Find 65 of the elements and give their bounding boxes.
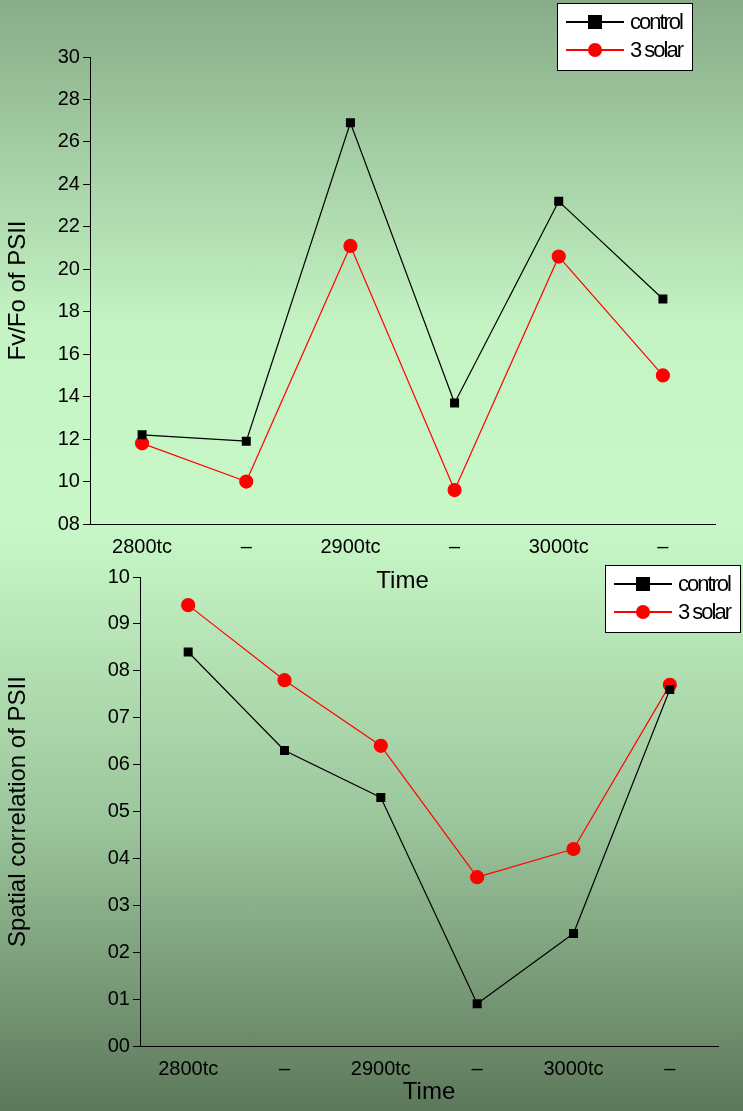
point <box>181 598 196 613</box>
y-tick-label: 24 <box>57 171 80 194</box>
x-tick-label: – <box>471 1056 484 1079</box>
x-tick-label: – <box>278 1056 291 1079</box>
y-tick-label: 26 <box>57 129 80 152</box>
y-tick-label: 30 <box>57 44 80 67</box>
y-tick-label: 10 <box>57 469 80 492</box>
x-tick-label: 2800tc <box>158 1056 219 1079</box>
legend-label: control <box>629 9 682 35</box>
x-tick-label: 2800tc <box>112 534 173 557</box>
legend-label: 3 solar <box>677 599 730 625</box>
y-tick-label: 08 <box>107 658 130 681</box>
legend-label: 3 solar <box>629 37 682 63</box>
x-tick-label: – <box>664 1056 677 1079</box>
y-tick-label: 18 <box>57 299 80 322</box>
point <box>655 368 671 383</box>
x-tick-label: 2900tc <box>350 1056 411 1079</box>
x-tick-label: – <box>240 534 253 557</box>
point <box>447 482 462 498</box>
x-axis-title: Time <box>376 566 429 594</box>
x-tick-label: – <box>449 534 462 557</box>
point <box>551 249 566 264</box>
y-axis-title: Fv/Fo of PSII <box>3 220 31 361</box>
y-tick-label: 01 <box>107 986 130 1009</box>
point <box>280 746 289 756</box>
y-tick-label: 00 <box>107 1033 130 1056</box>
x-tick-label: 3000tc <box>528 534 589 557</box>
y-tick-label: 16 <box>57 341 80 364</box>
y-tick-label: 03 <box>107 892 130 915</box>
point <box>566 841 581 857</box>
point <box>241 436 251 446</box>
x-tick-label: – <box>657 534 670 557</box>
point <box>472 999 482 1009</box>
point <box>569 928 578 938</box>
point <box>376 792 386 802</box>
y-tick-label: 22 <box>57 214 80 237</box>
point <box>554 196 564 206</box>
y-tick-label: 12 <box>57 426 80 449</box>
point <box>343 238 358 254</box>
x-tick-label: 3000tc <box>543 1056 604 1079</box>
y-tick-label: 14 <box>57 384 80 407</box>
point <box>470 870 485 885</box>
point <box>239 474 254 489</box>
y-tick-label: 28 <box>57 86 80 109</box>
y-tick-label: 05 <box>107 799 130 822</box>
point <box>658 294 668 304</box>
point <box>137 430 147 440</box>
y-axis-title: Spatial correlation of PSII <box>3 676 31 947</box>
point <box>450 398 460 408</box>
x-tick-label: 2900tc <box>320 534 381 557</box>
y-tick-label: 07 <box>107 705 130 728</box>
point <box>373 738 388 753</box>
y-tick-label: 20 <box>57 256 80 279</box>
point <box>665 685 675 695</box>
y-tick-label: 08 <box>57 511 80 534</box>
point <box>345 118 355 128</box>
y-tick-label: 04 <box>107 845 130 868</box>
x-axis-title: Time <box>402 1077 456 1105</box>
y-tick-label: 02 <box>107 939 130 962</box>
legend-label: control <box>677 571 730 597</box>
y-tick-label: 10 <box>107 564 130 587</box>
y-tick-label: 06 <box>107 752 130 775</box>
point <box>277 673 292 688</box>
point <box>183 647 193 657</box>
y-tick-label: 09 <box>107 611 130 634</box>
